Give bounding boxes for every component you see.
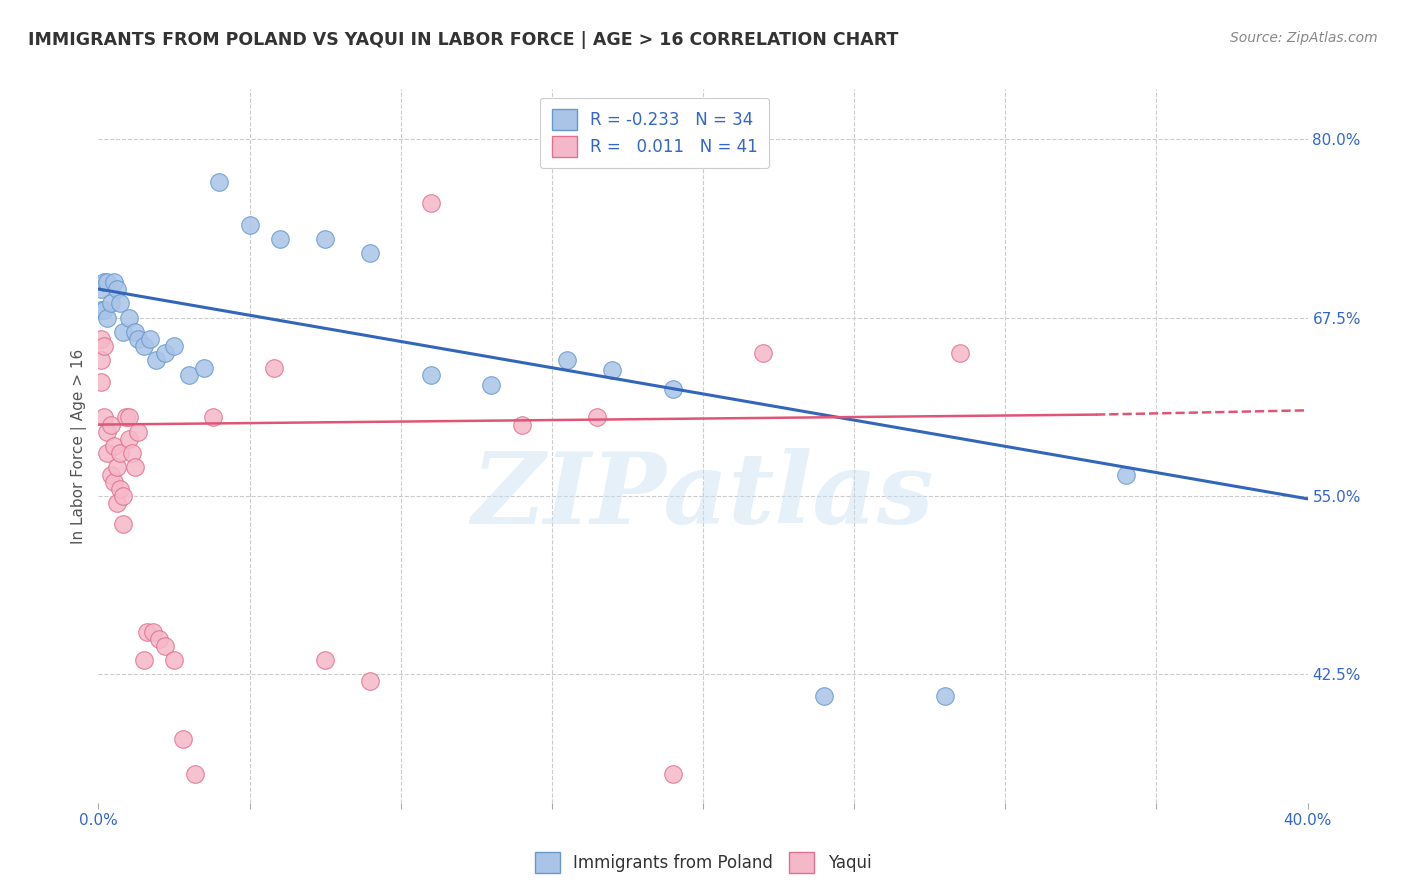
Point: [163, 653, 186, 667]
Text: IMMIGRANTS FROM POLAND VS YAQUI IN LABOR FORCE | AGE > 16 CORRELATION CHART: IMMIGRANTS FROM POLAND VS YAQUI IN LABOR…: [28, 31, 898, 49]
Point: [163, 339, 186, 353]
Point: [96, 275, 118, 289]
Point: [100, 417, 122, 432]
Point: [135, 624, 157, 639]
Point: [142, 624, 165, 639]
Point: [586, 410, 609, 425]
Point: [108, 482, 131, 496]
Point: [90, 375, 112, 389]
Point: [263, 360, 285, 375]
Point: [602, 363, 624, 377]
Point: [662, 767, 685, 781]
Point: [93, 410, 115, 425]
Point: [179, 368, 201, 382]
Point: [420, 368, 443, 382]
Point: [114, 410, 136, 425]
Point: [949, 346, 972, 360]
Point: [118, 432, 141, 446]
Point: [90, 282, 112, 296]
Point: [105, 460, 128, 475]
Point: [360, 674, 382, 689]
Point: [202, 410, 225, 425]
Point: [111, 517, 134, 532]
Point: [148, 632, 170, 646]
Point: [103, 475, 125, 489]
Point: [100, 467, 122, 482]
Point: [555, 353, 578, 368]
Point: [118, 410, 141, 425]
Y-axis label: In Labor Force | Age > 16: In Labor Force | Age > 16: [72, 349, 87, 543]
Point: [100, 296, 122, 310]
Point: [172, 731, 194, 746]
Text: ZIPatlas: ZIPatlas: [472, 448, 934, 544]
Point: [93, 339, 115, 353]
Point: [124, 325, 146, 339]
Point: [132, 339, 155, 353]
Point: [105, 282, 128, 296]
Point: [118, 310, 141, 325]
Point: [93, 275, 115, 289]
Point: [139, 332, 162, 346]
Point: [145, 353, 167, 368]
Text: Source: ZipAtlas.com: Source: ZipAtlas.com: [1230, 31, 1378, 45]
Point: [269, 232, 291, 246]
Point: [90, 353, 112, 368]
Point: [90, 332, 112, 346]
Point: [934, 689, 956, 703]
Legend: R = -0.233   N = 34, R =   0.011   N = 41: R = -0.233 N = 34, R = 0.011 N = 41: [540, 97, 769, 169]
Point: [111, 489, 134, 503]
Point: [481, 377, 503, 392]
Point: [111, 325, 134, 339]
Point: [93, 303, 115, 318]
Point: [314, 232, 336, 246]
Point: [127, 425, 149, 439]
Point: [1115, 467, 1137, 482]
Point: [184, 767, 207, 781]
Point: [193, 360, 215, 375]
Point: [96, 446, 118, 460]
Point: [108, 446, 131, 460]
Point: [314, 653, 336, 667]
Point: [124, 460, 146, 475]
Point: [105, 496, 128, 510]
Legend: Immigrants from Poland, Yaqui: Immigrants from Poland, Yaqui: [527, 846, 879, 880]
Point: [121, 446, 143, 460]
Point: [153, 346, 176, 360]
Point: [103, 275, 125, 289]
Point: [153, 639, 176, 653]
Point: [96, 425, 118, 439]
Point: [813, 689, 835, 703]
Point: [90, 303, 112, 318]
Point: [420, 196, 443, 211]
Point: [132, 653, 155, 667]
Point: [510, 417, 533, 432]
Point: [208, 175, 231, 189]
Point: [360, 246, 382, 260]
Point: [662, 382, 685, 396]
Point: [239, 218, 262, 232]
Point: [96, 310, 118, 325]
Point: [127, 332, 149, 346]
Point: [752, 346, 775, 360]
Point: [103, 439, 125, 453]
Point: [108, 296, 131, 310]
